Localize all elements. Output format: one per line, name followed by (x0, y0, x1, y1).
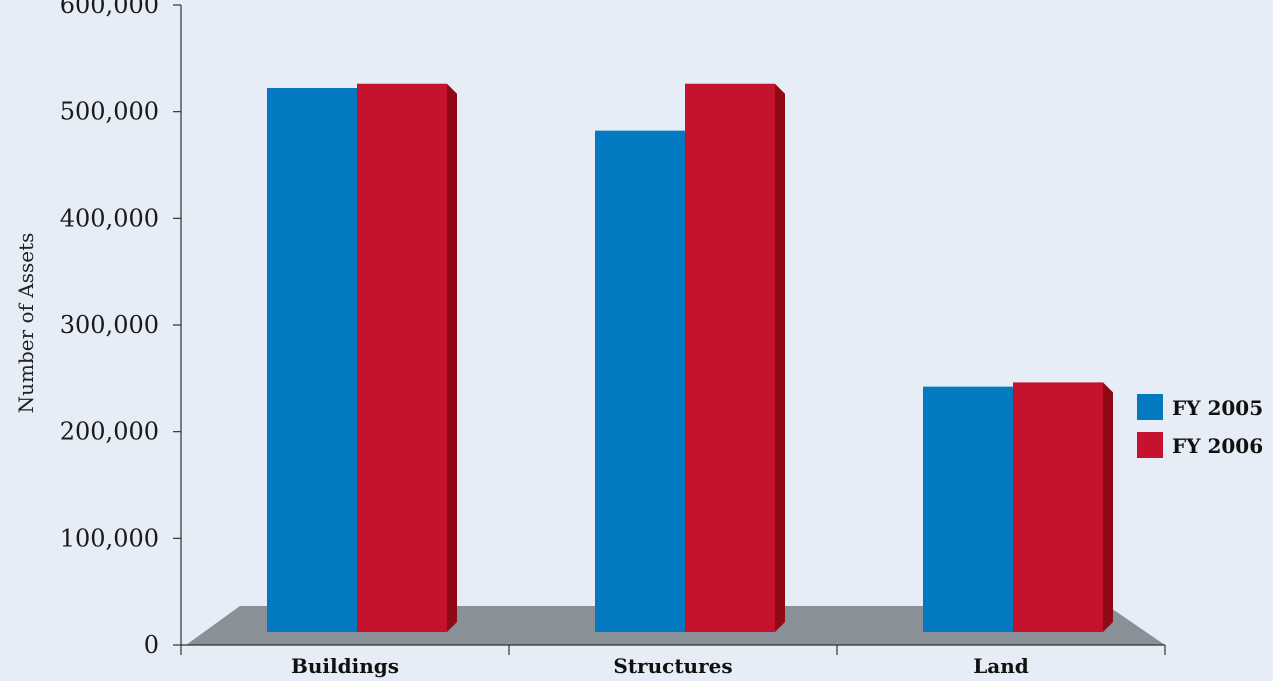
legend-label: FY 2006 (1172, 434, 1263, 458)
legend-label: FY 2005 (1172, 396, 1263, 420)
y-tick-label: 200,000 (60, 418, 159, 446)
bar (267, 88, 357, 632)
y-tick-label: 400,000 (60, 204, 159, 232)
y-tick-label: 600,000 (60, 0, 159, 19)
y-tick-label: 100,000 (60, 524, 159, 552)
bar-side (447, 83, 457, 632)
legend: FY 2005 FY 2006 (1137, 394, 1263, 458)
y-tick-label: 500,000 (60, 98, 159, 126)
y-tick-label: 300,000 (60, 311, 159, 339)
y-tick-label: 0 (144, 631, 159, 659)
legend-swatch (1137, 394, 1163, 420)
bar (1013, 382, 1103, 632)
bar (685, 83, 775, 632)
x-tick-label: Land (973, 654, 1029, 678)
bar-side (1103, 382, 1113, 632)
bar (357, 83, 447, 632)
bar (595, 130, 685, 632)
bar (923, 386, 1013, 632)
x-tick-label: Buildings (291, 654, 399, 678)
legend-swatch (1137, 432, 1163, 458)
bar-side (775, 83, 785, 632)
y-axis-title: Number of Assets (14, 233, 38, 414)
x-tick-label: Structures (613, 654, 732, 678)
